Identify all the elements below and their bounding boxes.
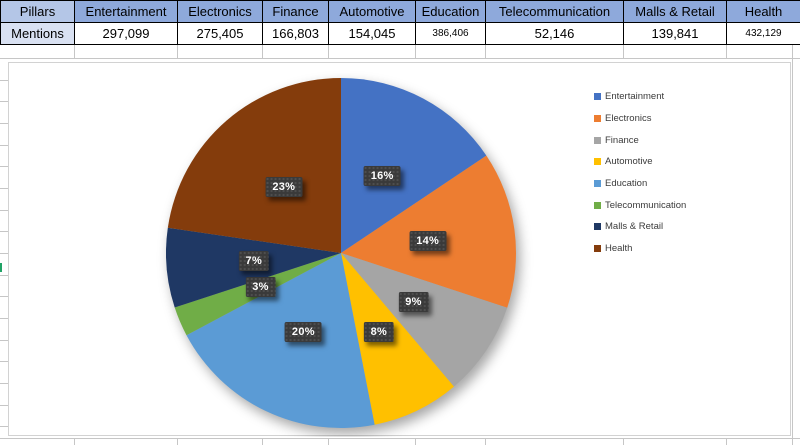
legend-label: Entertainment	[605, 91, 665, 103]
pillar-header-cell[interactable]: Automotive	[329, 1, 416, 23]
pie-slice-entertainment[interactable]	[341, 78, 487, 253]
legend-item[interactable]: Telecommunication	[594, 194, 686, 216]
pillar-header-cell[interactable]: Telecommunication	[486, 1, 624, 23]
pillar-header-cell[interactable]: Electronics	[178, 1, 263, 23]
gridline	[0, 339, 8, 341]
gridline	[0, 188, 8, 190]
pillar-header-cell[interactable]: Health	[727, 1, 800, 23]
mentions-value-cell[interactable]: 52,146	[486, 23, 624, 45]
legend-swatch	[594, 136, 601, 144]
legend-item[interactable]: Education	[594, 173, 686, 195]
pillar-header-cell[interactable]: Entertainment	[75, 1, 178, 23]
gridline	[0, 144, 8, 146]
gridline	[262, 438, 263, 445]
gridline	[0, 383, 8, 385]
gridline	[623, 438, 624, 445]
gridline	[328, 45, 329, 58]
mentions-value-cell[interactable]: 297,099	[75, 23, 178, 45]
pillar-header-cell[interactable]: Malls & Retail	[624, 1, 727, 23]
gridline	[0, 123, 8, 124]
mentions-value-cell[interactable]: 432,129	[727, 23, 800, 45]
legend-label: Electronics	[605, 113, 652, 125]
gridline	[0, 404, 8, 406]
legend-label: Finance	[605, 134, 639, 146]
pie-slice-education[interactable]	[186, 253, 375, 429]
gridline	[415, 45, 416, 58]
pillars-table: Pillars Entertainment Electronics Finance Au…	[0, 0, 800, 45]
gridline	[177, 45, 178, 58]
legend-item[interactable]: Finance	[594, 129, 686, 151]
gridline	[0, 426, 8, 428]
gridline	[0, 79, 8, 81]
legend-label: Education	[605, 178, 648, 190]
gridline	[0, 209, 8, 211]
gridline	[485, 45, 486, 58]
pie-slice-health[interactable]	[167, 78, 341, 253]
percent-label[interactable]: 7%	[238, 250, 270, 271]
gridline	[0, 274, 8, 276]
legend-label: Health	[605, 243, 633, 255]
pie-chart[interactable]: 16% 14% 9% 8% 20% 3% 7% 23% Entertainment Electr…	[8, 62, 791, 436]
gridline	[0, 166, 8, 168]
gridline	[0, 438, 800, 439]
gridline	[0, 296, 8, 298]
gridline	[485, 438, 486, 445]
green-row-indicator	[0, 263, 2, 272]
mentions-value-cell[interactable]: 166,803	[263, 23, 329, 45]
gridline	[262, 45, 263, 58]
legend-item[interactable]: Entertainment	[594, 86, 686, 108]
percent-label[interactable]: 3%	[245, 277, 276, 298]
mentions-value-cell[interactable]: 386,406	[416, 23, 486, 45]
legend-item[interactable]: Malls & Retail	[594, 216, 686, 238]
gridline	[415, 438, 416, 445]
gridline	[726, 45, 727, 58]
pie-slice-automotive[interactable]	[341, 253, 454, 425]
gridline	[792, 45, 793, 58]
legend-item[interactable]: Health	[594, 238, 686, 260]
legend-item[interactable]: Automotive	[594, 151, 686, 173]
percent-label[interactable]: 20%	[284, 322, 322, 342]
pillar-header-cell[interactable]: Finance	[263, 1, 329, 23]
legend-swatch	[594, 201, 601, 209]
mentions-value-cell[interactable]: 275,405	[178, 23, 263, 45]
gridline	[74, 45, 75, 58]
legend-label: Automotive	[605, 156, 653, 168]
legend-swatch	[594, 245, 601, 253]
percent-label[interactable]: 9%	[398, 292, 429, 312]
pie-chart-svg	[166, 78, 516, 429]
percent-label[interactable]: 8%	[363, 321, 395, 342]
row-label-mentions[interactable]: Mentions	[1, 23, 75, 45]
pillar-header-cell[interactable]: Education	[416, 1, 486, 23]
legend-label: Telecommunication	[605, 199, 687, 211]
gridline	[0, 253, 8, 255]
gridline	[623, 45, 624, 58]
chart-legend: Entertainment Electronics Finance Automotiv…	[594, 86, 686, 260]
gridline	[0, 101, 8, 103]
legend-swatch	[594, 115, 601, 123]
percent-label[interactable]: 14%	[409, 231, 447, 252]
mentions-value-cell[interactable]: 154,045	[329, 23, 416, 45]
gridline	[328, 438, 329, 445]
legend-swatch	[594, 158, 601, 166]
percent-label[interactable]: 23%	[265, 176, 303, 197]
legend-item[interactable]: Electronics	[594, 108, 686, 130]
legend-swatch	[594, 180, 601, 188]
gridline	[177, 438, 178, 445]
gridline	[726, 438, 727, 445]
legend-swatch	[594, 93, 601, 101]
percent-label[interactable]: 16%	[363, 165, 401, 186]
gridline	[0, 58, 800, 59]
legend-swatch	[594, 223, 601, 231]
gridline	[0, 318, 8, 320]
gridline	[0, 361, 8, 363]
mentions-value-cell[interactable]: 139,841	[624, 23, 727, 45]
gridline	[0, 231, 8, 233]
row-label-pillars[interactable]: Pillars	[1, 1, 75, 23]
pie-slice-finance[interactable]	[341, 253, 508, 387]
legend-label: Malls & Retail	[605, 221, 664, 233]
gridline	[792, 438, 793, 445]
gridline	[792, 58, 793, 438]
gridline	[74, 438, 75, 445]
